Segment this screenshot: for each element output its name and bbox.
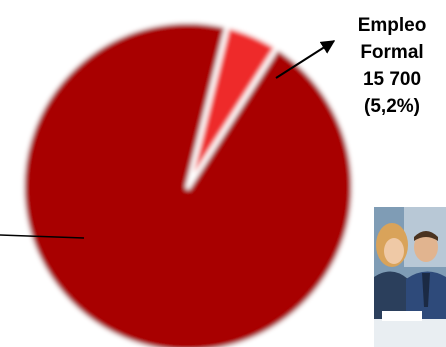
slice-label-empleo-formal: Empleo Formal 15 700 (5,2%) [342,12,442,120]
slice-label-line: 15 700 [362,69,422,90]
slice-label-line: Empleo [357,15,427,36]
pie-slice-empleo-formal [185,23,280,190]
callout-line-left [0,234,85,239]
callout-arrow [275,40,336,79]
slice-label-line: (5,2%) [364,96,420,117]
office-workers-photo [374,207,446,347]
slice-label-line: Formal [360,42,424,63]
